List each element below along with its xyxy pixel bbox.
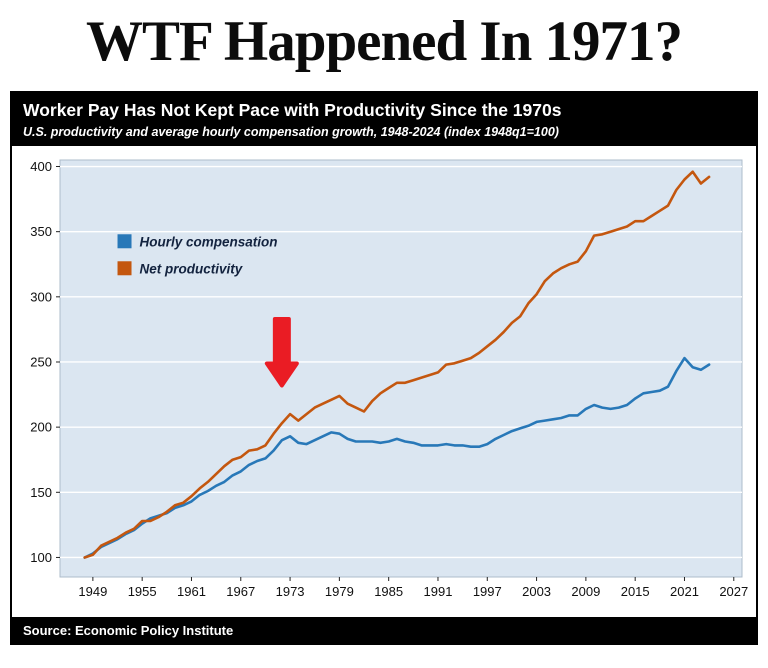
y-axis-label: 400 bbox=[30, 159, 52, 174]
x-axis-label: 1979 bbox=[325, 584, 354, 599]
x-axis-label: 1955 bbox=[128, 584, 157, 599]
x-axis-label: 1997 bbox=[473, 584, 502, 599]
series-line-net-productivity bbox=[83, 170, 711, 559]
x-axis-label: 2015 bbox=[621, 584, 650, 599]
chart-subtitle: U.S. productivity and average hourly com… bbox=[23, 124, 559, 139]
x-axis-label: 1985 bbox=[374, 584, 403, 599]
chart-title: Worker Pay Has Not Kept Pace with Produc… bbox=[23, 99, 562, 120]
series-line-hourly-compensation bbox=[83, 356, 711, 559]
legend-swatch-hourly-compensation bbox=[117, 234, 132, 249]
chart-header: Worker Pay Has Not Kept Pace with Produc… bbox=[10, 90, 758, 146]
down-arrow-annotation bbox=[264, 316, 299, 388]
x-axis-label: 2009 bbox=[571, 584, 600, 599]
y-axis-label: 150 bbox=[30, 485, 52, 500]
y-axis-label: 300 bbox=[30, 289, 52, 304]
legend-label-hourly-compensation: Hourly compensation bbox=[140, 234, 278, 249]
legend-label-net-productivity: Net productivity bbox=[140, 261, 244, 276]
y-axis-label: 200 bbox=[30, 419, 52, 434]
page-title: WTF Happened In 1971? bbox=[85, 10, 683, 73]
y-axis-label: 250 bbox=[30, 354, 52, 369]
chart-frame: Worker Pay Has Not Kept Pace with Produc… bbox=[10, 90, 758, 645]
x-axis-label: 2027 bbox=[719, 584, 748, 599]
chart-footer: Source: Economic Policy Institute bbox=[10, 616, 758, 645]
y-axis-label: 100 bbox=[30, 550, 52, 565]
x-axis-label: 1961 bbox=[177, 584, 206, 599]
x-axis-label: 1973 bbox=[276, 584, 305, 599]
legend-swatch-net-productivity bbox=[117, 261, 132, 276]
chart-source: Source: Economic Policy Institute bbox=[23, 622, 234, 638]
x-axis-label: 1949 bbox=[78, 584, 107, 599]
x-axis-label: 1991 bbox=[424, 584, 453, 599]
y-axis-label: 350 bbox=[30, 224, 52, 239]
chart-plot-area: 100 150 200 250 300 350 400 1949 1955 1961 1967 197… bbox=[12, 145, 756, 617]
x-axis-label: 1967 bbox=[226, 584, 255, 599]
x-axis-label: 2021 bbox=[670, 584, 699, 599]
x-axis-label: 2003 bbox=[522, 584, 551, 599]
line-chart: 100 150 200 250 300 350 400 1949 1955 1961 1967 197… bbox=[30, 159, 748, 599]
